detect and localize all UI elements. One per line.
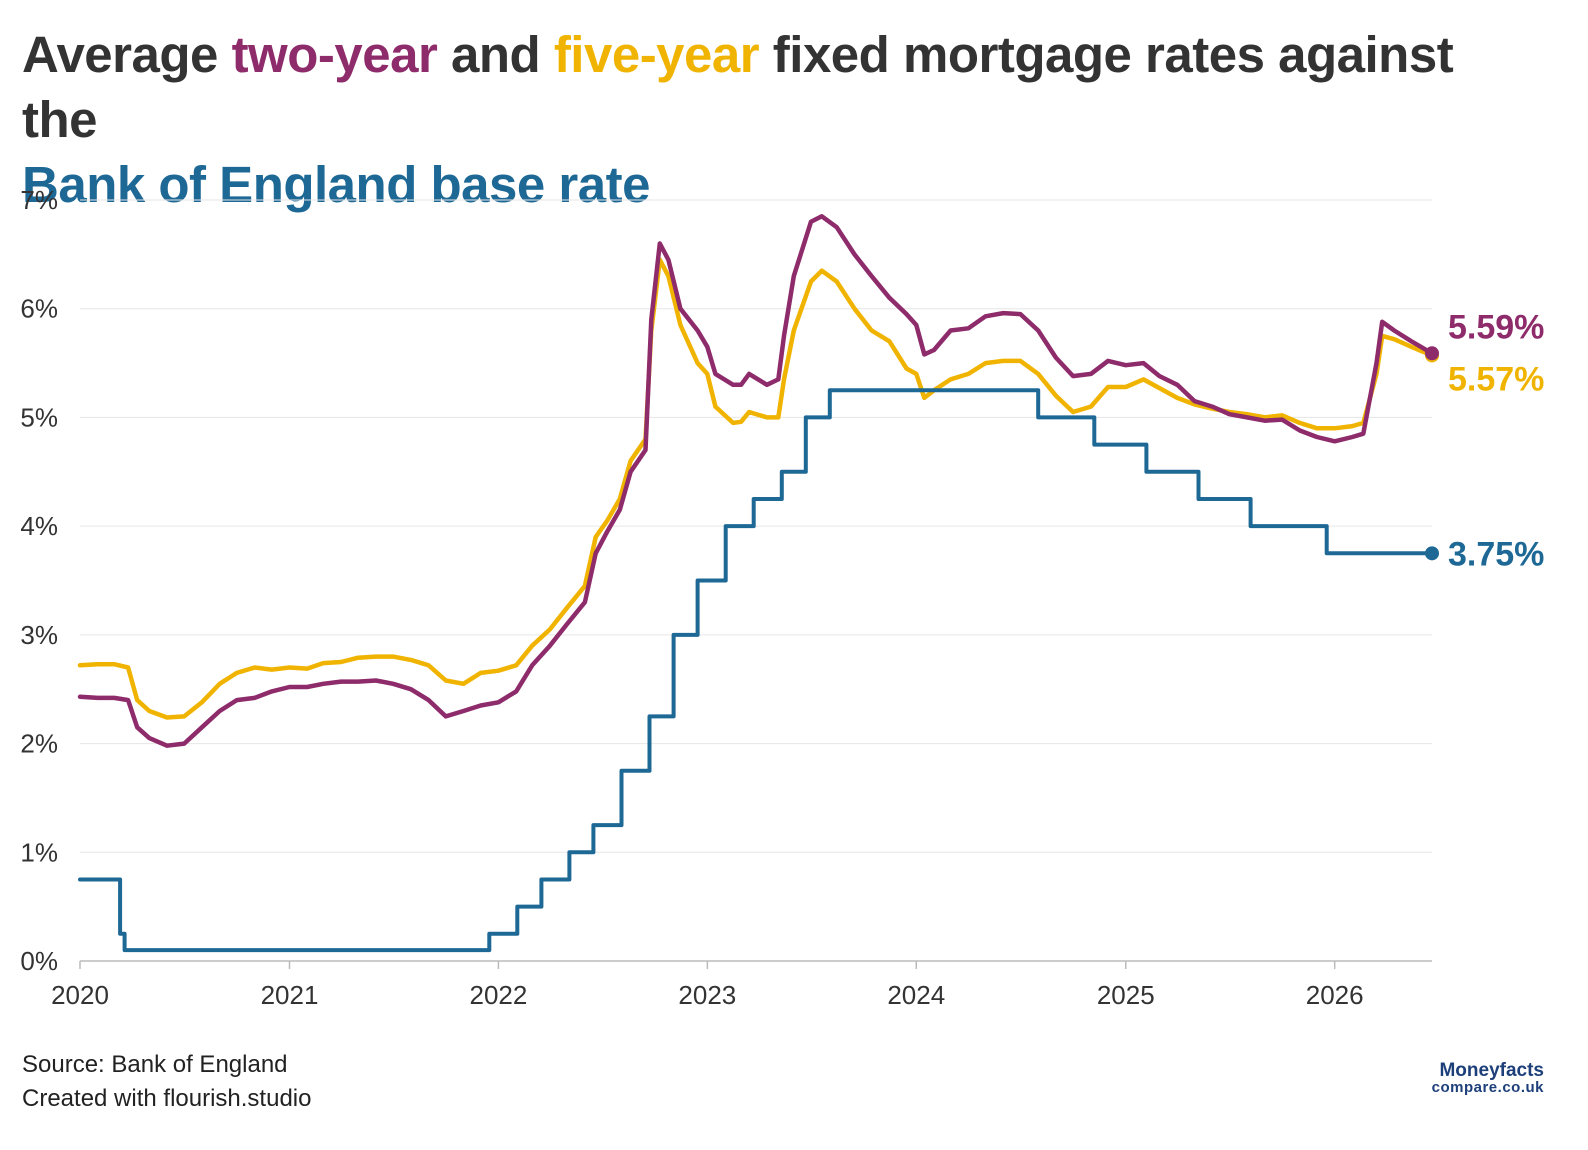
source-note: Source: Bank of England: [22, 1051, 288, 1078]
title-text: fixed mortgage rates against the: [22, 26, 1454, 148]
end-label-two_year: 5.59%: [1448, 308, 1544, 346]
series-line-five_year: [77, 257, 1435, 720]
series-line-two_year: [77, 214, 1435, 748]
y-tick-label: 0%: [20, 946, 58, 976]
y-tick-label: 3%: [20, 620, 58, 650]
end-label-base_rate: 3.75%: [1448, 535, 1544, 573]
end-point-two_year: [1425, 346, 1439, 361]
x-tick-label: 2024: [887, 980, 945, 1010]
y-tick-label: 5%: [20, 402, 58, 432]
title-text: Average: [22, 26, 232, 83]
logo-line1: Moneyfacts: [1439, 1060, 1544, 1081]
footer: Source: Bank of England Created with flo…: [22, 1048, 311, 1116]
series-line-base_rate: [78, 388, 1434, 953]
end-labels: 5.57% 5.59% 3.75%: [1448, 308, 1544, 573]
title-five-year: five-year: [553, 26, 760, 83]
chart-title: Average two-year and five-year fixed mor…: [22, 22, 1522, 217]
y-tick-label: 2%: [20, 729, 58, 759]
title-two-year: two-year: [231, 26, 438, 83]
y-tick-label: 1%: [20, 837, 58, 867]
y-tick-label: 6%: [20, 294, 58, 324]
x-tick-label: 2023: [678, 980, 736, 1010]
line-chart: 0% 1% 2% 3% 4% 5% 6% 7% 2020 2021 2022 2023 2024 2025…: [20, 185, 1544, 1010]
axis-ticks: 0% 1% 2% 3% 4% 5% 6% 7% 2020 2021 2022 2023 2024 2025…: [20, 185, 1363, 1010]
logo-line2: compare.co.uk: [1431, 1079, 1544, 1096]
title-text: and: [437, 26, 554, 83]
y-tick-label: 7%: [20, 185, 58, 215]
x-tick-label: 2025: [1097, 980, 1155, 1010]
x-tick-label: 2022: [469, 980, 527, 1010]
title-base-rate: Bank of England base rate: [22, 156, 651, 213]
end-point-base_rate: [1425, 546, 1439, 561]
y-tick-label: 4%: [20, 511, 58, 541]
series-lines: [77, 214, 1439, 953]
x-tick-label: 2020: [51, 980, 109, 1010]
moneyfacts-logo: Moneyfacts compare.co.uk: [1431, 1060, 1544, 1096]
grid-lines: [80, 199, 1432, 962]
x-tick-label: 2026: [1306, 980, 1364, 1010]
created-note: Created with flourish.studio: [22, 1085, 312, 1112]
end-label-five_year: 5.57%: [1448, 360, 1544, 398]
x-tick-label: 2021: [261, 980, 319, 1010]
